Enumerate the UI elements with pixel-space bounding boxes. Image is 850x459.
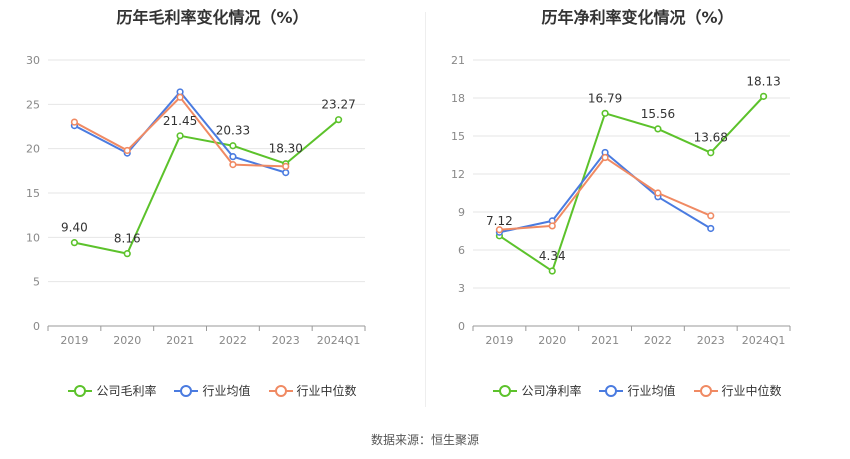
legend: 公司毛利率 行业均值 行业中位数: [0, 382, 425, 399]
x-tick-label: 2023: [697, 334, 725, 347]
x-tick-label: 2019: [485, 334, 513, 347]
y-tick-label: 0: [33, 320, 40, 333]
chart-title: 历年毛利率变化情况（%）: [116, 8, 309, 27]
x-tick-label: 2023: [272, 334, 300, 347]
legend-label: 行业均值: [202, 384, 251, 398]
legend-label: 行业均值: [627, 384, 676, 398]
data-point: [707, 149, 715, 157]
data-point: [123, 250, 131, 258]
data-point: [601, 153, 609, 162]
data-point: [495, 226, 504, 234]
y-tick-label: 6: [458, 244, 465, 257]
gross-margin-chart: 历年毛利率变化情况（%） 0 5 10 15 20 25 30 2019 2020 2021 202…: [0, 0, 425, 420]
x-tick-label: 2021: [591, 334, 619, 347]
y-tick-label: 25: [26, 98, 40, 111]
x-tick-label: 2024Q1: [317, 334, 361, 347]
data-point: [707, 224, 715, 233]
x-tick-label: 2022: [219, 334, 247, 347]
data-label: 21.45: [163, 114, 197, 128]
y-tick-label: 12: [451, 168, 465, 181]
data-label: 20.33: [216, 124, 250, 138]
y-tick-label: 30: [26, 54, 40, 67]
legend-swatch: [493, 384, 518, 397]
legend: 公司净利率 行业均值 行业中位数: [425, 382, 850, 399]
series-line: [73, 96, 286, 168]
legend-swatch: [174, 384, 199, 397]
data-point: [548, 267, 556, 275]
data-point: [707, 212, 715, 220]
data-label: 23.27: [321, 98, 355, 112]
data-label: 7.12: [486, 214, 513, 228]
data-label: 18.30: [269, 142, 303, 156]
data-label: 9.40: [61, 221, 88, 235]
y-tick-label: 3: [458, 282, 465, 295]
data-point: [70, 239, 79, 247]
legend-label: 行业中位数: [721, 384, 782, 398]
x-tick-label: 2020: [113, 334, 141, 347]
legend-swatch: [268, 384, 293, 397]
data-source: 数据来源：恒生聚源: [370, 433, 479, 447]
data-label: 15.56: [641, 107, 675, 121]
data-point: [759, 92, 768, 100]
x-tick-label: 2024Q1: [742, 334, 786, 347]
legend-swatch: [693, 384, 718, 397]
series-line: [499, 156, 712, 231]
net-margin-chart: 历年净利率变化情况（%） 0 3 6 9 12 15 18 21 2019 2020 2021 202…: [425, 0, 850, 420]
data-point: [654, 189, 662, 197]
x-tick-label: 2022: [644, 334, 672, 347]
data-point: [229, 153, 237, 161]
data-point: [176, 93, 184, 101]
data-label: 8.16: [114, 232, 141, 246]
y-tick-label: 0: [458, 320, 465, 333]
y-tick-label: 18: [451, 92, 465, 105]
legend-item[interactable]: 行业均值: [174, 382, 251, 399]
y-tick-label: 20: [26, 143, 40, 156]
data-point: [334, 116, 343, 124]
y-tick-label: 9: [458, 206, 465, 219]
data-point: [229, 161, 237, 169]
chart-title: 历年净利率变化情况（%）: [541, 8, 734, 27]
data-label: 4.34: [539, 249, 566, 263]
y-tick-label: 10: [26, 231, 40, 244]
data-label: 13.68: [694, 131, 728, 145]
data-point: [282, 169, 290, 177]
x-tick-label: 2020: [538, 334, 566, 347]
series-line: [498, 95, 765, 273]
data-point: [282, 162, 290, 170]
legend-label: 公司净利率: [521, 384, 582, 398]
data-label: 16.79: [588, 91, 622, 105]
data-point: [123, 146, 131, 155]
legend-swatch: [68, 384, 93, 397]
y-tick-label: 5: [33, 276, 40, 289]
legend-item[interactable]: 公司净利率: [493, 382, 581, 399]
data-label: 18.13: [746, 74, 780, 88]
series-line: [74, 118, 340, 255]
y-tick-label: 21: [451, 54, 465, 67]
legend-item[interactable]: 公司毛利率: [68, 382, 156, 399]
legend-label: 行业中位数: [296, 384, 357, 398]
data-point: [654, 125, 662, 133]
y-tick-label: 15: [451, 130, 465, 143]
gross-margin-plot: 0 5 10 15 20 25 30 2019 2020 2021 2022 2023 2024Q1 9.…: [26, 54, 366, 347]
legend-item[interactable]: 行业中位数: [268, 382, 357, 399]
data-point: [229, 142, 237, 150]
net-margin-plot: 0 3 6 9 12 15 18 21 2019 2020 2021 2022 2023 2024Q1 7.…: [451, 54, 791, 347]
legend-label: 公司毛利率: [96, 384, 157, 398]
legend-item[interactable]: 行业中位数: [693, 382, 782, 399]
legend-item[interactable]: 行业均值: [599, 382, 676, 399]
x-tick-label: 2019: [60, 334, 88, 347]
series-line: [499, 151, 712, 234]
panel-divider: [425, 12, 426, 407]
data-point: [601, 109, 609, 117]
data-point: [548, 222, 556, 230]
y-tick-label: 15: [26, 187, 40, 200]
data-point: [70, 118, 79, 126]
x-tick-label: 2021: [166, 334, 194, 347]
legend-swatch: [599, 384, 624, 397]
data-point: [176, 132, 184, 140]
